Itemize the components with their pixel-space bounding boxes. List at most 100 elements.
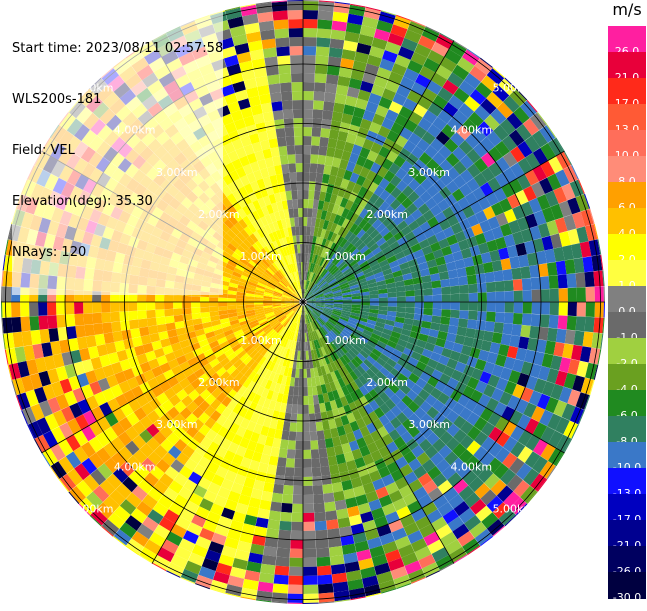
velocity-gate bbox=[90, 356, 103, 370]
velocity-gate bbox=[290, 349, 296, 360]
velocity-gate bbox=[329, 282, 339, 288]
velocity-gate bbox=[263, 297, 273, 301]
velocity-gate bbox=[407, 425, 421, 438]
velocity-gate bbox=[423, 228, 435, 239]
velocity-gate bbox=[290, 64, 303, 74]
velocity-gate bbox=[333, 256, 342, 266]
velocity-gate bbox=[315, 296, 325, 300]
velocity-gate bbox=[166, 531, 183, 547]
velocity-gate bbox=[289, 235, 294, 246]
velocity-gate bbox=[112, 467, 129, 484]
velocity-gate bbox=[258, 279, 268, 286]
velocity-gate bbox=[524, 451, 541, 469]
velocity-gate bbox=[285, 358, 291, 368]
velocity-gate bbox=[303, 305, 306, 315]
azimuth-spoke bbox=[302, 150, 565, 303]
velocity-gate bbox=[65, 314, 76, 327]
velocity-gate bbox=[309, 172, 317, 182]
velocity-gate bbox=[290, 299, 300, 302]
velocity-gate bbox=[74, 313, 85, 326]
velocity-gate bbox=[341, 365, 350, 376]
velocity-gate bbox=[439, 159, 454, 173]
velocity-gate bbox=[486, 495, 504, 513]
velocity-gate bbox=[320, 384, 328, 394]
velocity-gate bbox=[208, 340, 220, 349]
velocity-gate bbox=[262, 111, 275, 123]
velocity-gate bbox=[341, 289, 351, 294]
velocity-gate bbox=[286, 330, 292, 340]
velocity-gate bbox=[324, 304, 334, 307]
velocity-gate bbox=[337, 334, 347, 343]
velocity-gate bbox=[366, 54, 382, 68]
velocity-gate bbox=[379, 366, 391, 377]
velocity-gate bbox=[316, 430, 325, 441]
velocity-gate bbox=[173, 348, 185, 359]
velocity-gate bbox=[104, 457, 120, 474]
velocity-gate bbox=[90, 468, 107, 486]
velocity-gate bbox=[49, 466, 60, 480]
velocity-gate bbox=[303, 127, 313, 137]
velocity-gate bbox=[285, 348, 291, 359]
velocity-gate bbox=[321, 173, 330, 184]
velocity-gate bbox=[103, 426, 118, 442]
velocity-gate bbox=[224, 536, 240, 550]
velocity-gate bbox=[456, 125, 472, 140]
velocity-gate bbox=[329, 316, 339, 322]
velocity-gate bbox=[491, 364, 504, 378]
velocity-gate bbox=[290, 302, 300, 306]
velocity-gate bbox=[347, 278, 358, 285]
velocity-gate bbox=[359, 425, 371, 438]
velocity-gate bbox=[414, 171, 427, 185]
velocity-gate bbox=[268, 510, 281, 521]
velocity-gate bbox=[579, 346, 592, 363]
velocity-gate bbox=[355, 417, 367, 429]
velocity-gate bbox=[449, 242, 461, 254]
velocity-gate bbox=[102, 364, 115, 378]
velocity-gate bbox=[477, 242, 490, 255]
velocity-gate bbox=[225, 584, 243, 597]
velocity-gate bbox=[257, 462, 269, 474]
colorbar-segment bbox=[608, 520, 646, 547]
velocity-gate bbox=[137, 302, 147, 311]
velocity-gate bbox=[355, 254, 365, 263]
velocity-gate bbox=[250, 431, 261, 443]
velocity-gate bbox=[323, 323, 332, 332]
velocity-gate bbox=[483, 384, 496, 398]
velocity-gate bbox=[281, 302, 291, 305]
velocity-gate bbox=[351, 292, 361, 297]
velocity-gate bbox=[278, 336, 285, 346]
velocity-gate bbox=[283, 366, 290, 377]
velocity-gate bbox=[288, 311, 295, 320]
velocity-gate bbox=[311, 385, 318, 396]
velocity-gate bbox=[336, 425, 346, 437]
velocity-gate bbox=[329, 38, 345, 50]
velocity-gate bbox=[346, 570, 362, 582]
velocity-gate bbox=[110, 311, 121, 323]
velocity-gate bbox=[305, 314, 308, 324]
velocity-gate bbox=[350, 346, 360, 356]
velocity-gate bbox=[283, 276, 291, 285]
velocity-gate bbox=[222, 325, 233, 333]
velocity-gate bbox=[107, 397, 121, 412]
velocity-gate bbox=[215, 403, 227, 415]
velocity-gate bbox=[303, 0, 319, 2]
velocity-gate bbox=[237, 260, 247, 269]
velocity-gate bbox=[4, 349, 9, 365]
velocity-gate bbox=[303, 332, 306, 342]
velocity-gate bbox=[395, 456, 409, 470]
velocity-gate bbox=[305, 291, 312, 300]
velocity-gate bbox=[264, 379, 273, 390]
velocity-gate bbox=[341, 479, 353, 491]
velocity-gate bbox=[337, 377, 346, 388]
velocity-gate bbox=[142, 516, 159, 532]
velocity-gate bbox=[281, 218, 288, 229]
velocity-gate bbox=[267, 74, 280, 85]
velocity-gate bbox=[101, 525, 114, 537]
velocity-gate bbox=[362, 414, 373, 426]
velocity-gate bbox=[418, 238, 430, 250]
velocity-gate bbox=[310, 154, 319, 164]
velocity-gate bbox=[333, 297, 343, 301]
velocity-gate bbox=[415, 215, 428, 227]
velocity-gate bbox=[430, 322, 441, 331]
velocity-gate bbox=[303, 289, 306, 299]
